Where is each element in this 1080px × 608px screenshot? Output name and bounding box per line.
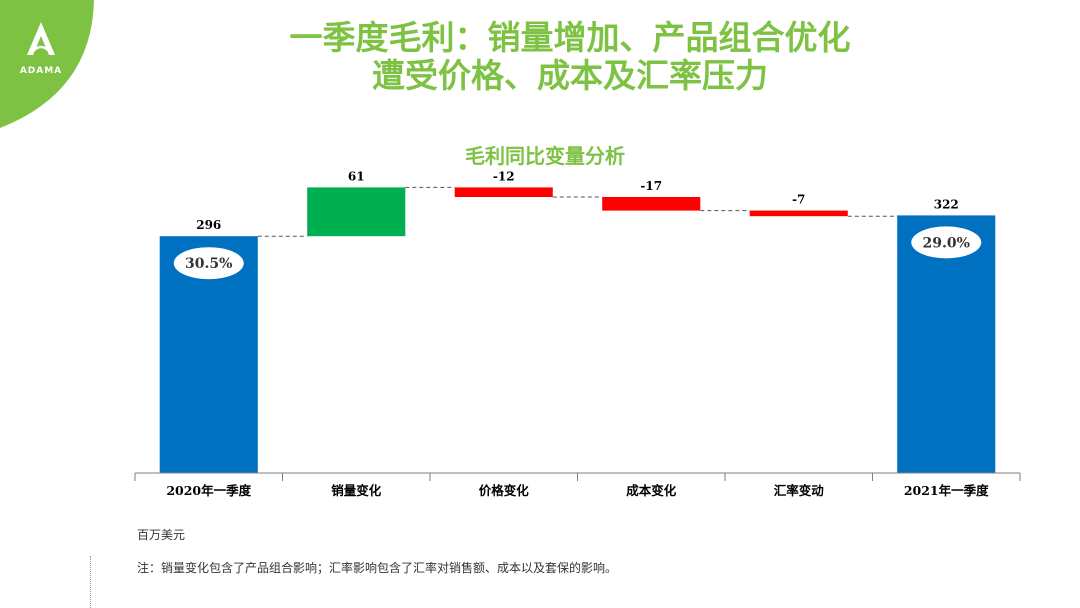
- value-label-1: 296: [196, 218, 221, 232]
- bar-5: [749, 210, 848, 217]
- bar-4: [602, 197, 701, 211]
- category-label-1: 2020年一季度: [166, 483, 251, 498]
- page-title-line-2: 遭受价格、成本及汇率压力: [372, 56, 768, 95]
- bar-3: [454, 187, 553, 197]
- value-label-6: 322: [934, 197, 959, 211]
- margin-badge-1: [173, 247, 244, 280]
- dotted-divider: [90, 556, 91, 608]
- logo-text: ADAMA: [19, 66, 63, 76]
- category-label-4: 成本变化: [626, 483, 677, 498]
- value-label-3: -12: [493, 169, 515, 183]
- category-label-2: 销量变化: [331, 483, 382, 498]
- bar-2: [307, 187, 406, 237]
- value-label-5: -7: [792, 193, 805, 207]
- value-label-2: 61: [348, 169, 365, 183]
- category-label-3: 价格变化: [479, 483, 530, 498]
- chart-title: 毛利同比变量分析: [465, 144, 625, 168]
- page-title-line-1: 一季度毛利：销量增加、产品组合优化: [289, 18, 851, 57]
- margin-label-1: 30.5%: [185, 256, 232, 272]
- margin-label-2: 29.0%: [923, 235, 970, 251]
- margin-badge-2: [911, 226, 982, 259]
- footnote: 注：销量变化包含了产品组合影响；汇率影响包含了汇率对销售额、成本以及套保的影响。: [137, 561, 618, 575]
- category-label-6: 2021年一季度: [904, 483, 989, 498]
- adama-logo: ADAMA: [0, 0, 100, 130]
- category-label-5: 汇率变动: [774, 483, 825, 498]
- value-label-4: -17: [640, 179, 662, 193]
- unit-label: 百万美元: [137, 528, 186, 542]
- adama-logo-mark-icon: [27, 22, 55, 55]
